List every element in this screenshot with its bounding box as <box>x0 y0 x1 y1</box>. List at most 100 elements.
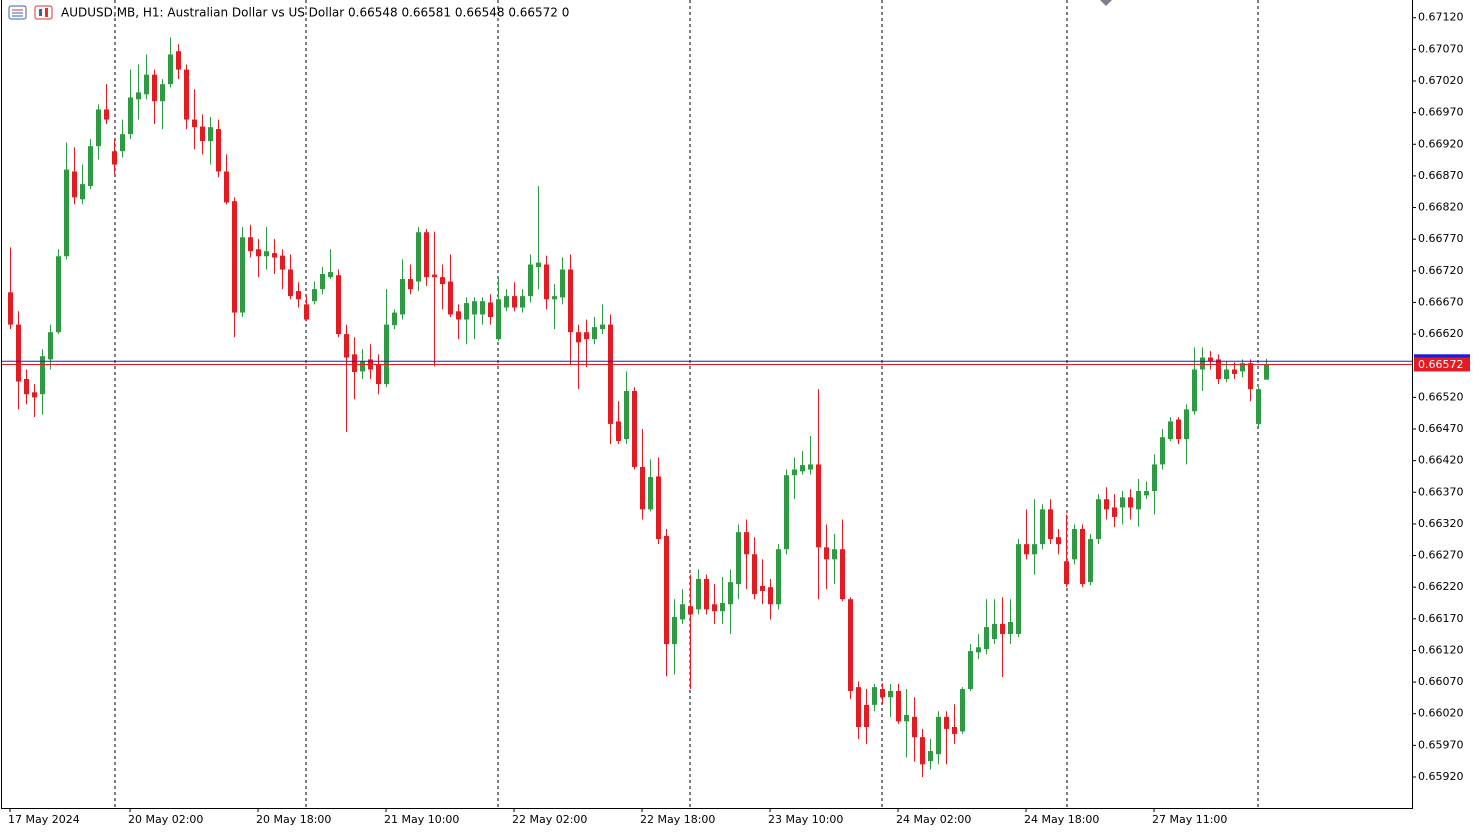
candle-body <box>120 134 125 152</box>
candle-body <box>40 356 45 395</box>
candle-body <box>24 379 29 395</box>
candle-body <box>272 253 277 258</box>
candle-body <box>504 296 509 308</box>
candle-body <box>8 292 13 325</box>
candle-body <box>792 469 797 476</box>
candle-body <box>416 232 421 282</box>
candle-body <box>1176 419 1181 440</box>
candle-body <box>1032 544 1037 555</box>
candle-body <box>192 119 197 128</box>
candle-body <box>632 391 637 467</box>
candle-body <box>200 126 205 142</box>
candle-body <box>936 716 941 755</box>
candle-body <box>1192 369 1197 412</box>
candle-body <box>312 289 317 302</box>
candle-body <box>56 256 61 333</box>
y-tick-label: 0.66070 <box>1418 675 1464 688</box>
candle-body <box>1224 369 1229 380</box>
candle-body <box>400 279 405 315</box>
candle-body <box>240 237 245 313</box>
candle-body <box>976 647 981 653</box>
candle-body <box>672 616 677 645</box>
period-separators <box>114 0 1259 808</box>
candle-body <box>328 272 333 278</box>
candle-body <box>1168 421 1173 440</box>
candle-body <box>1000 623 1005 634</box>
candle-body <box>408 279 413 290</box>
x-tick-label: 23 May 10:00 <box>768 813 843 826</box>
candle-body <box>488 302 493 317</box>
candle-body <box>1216 359 1221 380</box>
candle-body <box>712 604 717 612</box>
candle-body <box>848 599 853 691</box>
y-tick-label: 0.66620 <box>1418 327 1464 340</box>
candle-body <box>296 291 301 300</box>
candle-body <box>944 716 949 729</box>
y-tick-label: 0.66920 <box>1418 137 1464 150</box>
candle-body <box>576 332 581 343</box>
chart-title: AUDUSD.MB, H1: Australian Dollar vs US D… <box>61 6 569 20</box>
candle-body <box>304 304 309 320</box>
candle-body <box>208 127 213 142</box>
candle-body <box>384 324 389 385</box>
candle-body <box>720 602 725 612</box>
last-price-box <box>1414 357 1470 372</box>
candle-body <box>80 184 85 200</box>
candle-body <box>232 201 237 313</box>
y-tick-label: 0.65920 <box>1418 770 1464 783</box>
icon-bar <box>45 8 48 17</box>
y-tick-label: 0.66420 <box>1418 454 1464 467</box>
x-tick-label: 21 May 10:00 <box>384 813 459 826</box>
candle-body <box>1016 544 1021 634</box>
candle-body <box>696 578 701 610</box>
y-tick-label: 0.67020 <box>1418 74 1464 87</box>
y-tick-label: 0.66870 <box>1418 169 1464 182</box>
candle-body <box>784 475 789 550</box>
candle-body <box>152 74 157 102</box>
candle-body <box>1040 509 1045 545</box>
x-tick-label: 20 May 02:00 <box>128 813 203 826</box>
candle-body <box>1200 357 1205 370</box>
y-tick-label: 0.66320 <box>1418 517 1464 530</box>
candle-body <box>832 549 837 560</box>
candle-body <box>160 84 165 102</box>
candle-body <box>88 146 93 187</box>
candle-body <box>96 109 101 147</box>
candle-body <box>688 606 693 615</box>
candle-body <box>1080 528 1085 585</box>
candle-body <box>880 689 885 698</box>
y-tick-label: 0.66520 <box>1418 390 1464 403</box>
candle-body <box>520 296 525 308</box>
candle-body <box>1208 357 1213 362</box>
candle-body <box>496 299 501 340</box>
candle-body <box>888 690 893 698</box>
y-tick-label: 0.66820 <box>1418 201 1464 214</box>
candle-body <box>48 332 53 360</box>
candle-body <box>960 689 965 732</box>
candle-body <box>896 690 901 722</box>
candle-body <box>464 303 469 320</box>
candle-body <box>264 251 269 257</box>
x-tick-label: 24 May 18:00 <box>1024 813 1099 826</box>
candle-body <box>512 296 517 308</box>
candle-body <box>1112 507 1117 517</box>
candle-body <box>664 535 669 645</box>
candle-body <box>968 651 973 690</box>
y-tick-label: 0.66270 <box>1418 549 1464 562</box>
candle-body <box>864 704 869 728</box>
y-tick-label: 0.66770 <box>1418 232 1464 245</box>
marker-diamond <box>1100 0 1112 6</box>
y-tick-label: 0.67120 <box>1418 11 1464 24</box>
candle-body <box>1240 363 1245 372</box>
x-tick-label: 20 May 18:00 <box>256 813 331 826</box>
candle-body <box>592 327 597 340</box>
candle-body <box>1088 539 1093 583</box>
candle-body <box>136 92 141 100</box>
candle-body <box>1096 499 1101 540</box>
candle-body <box>1248 363 1253 390</box>
candle-body <box>584 332 589 340</box>
y-tick-label: 0.66220 <box>1418 580 1464 593</box>
candle-body <box>144 74 149 95</box>
candle-body <box>544 264 549 300</box>
